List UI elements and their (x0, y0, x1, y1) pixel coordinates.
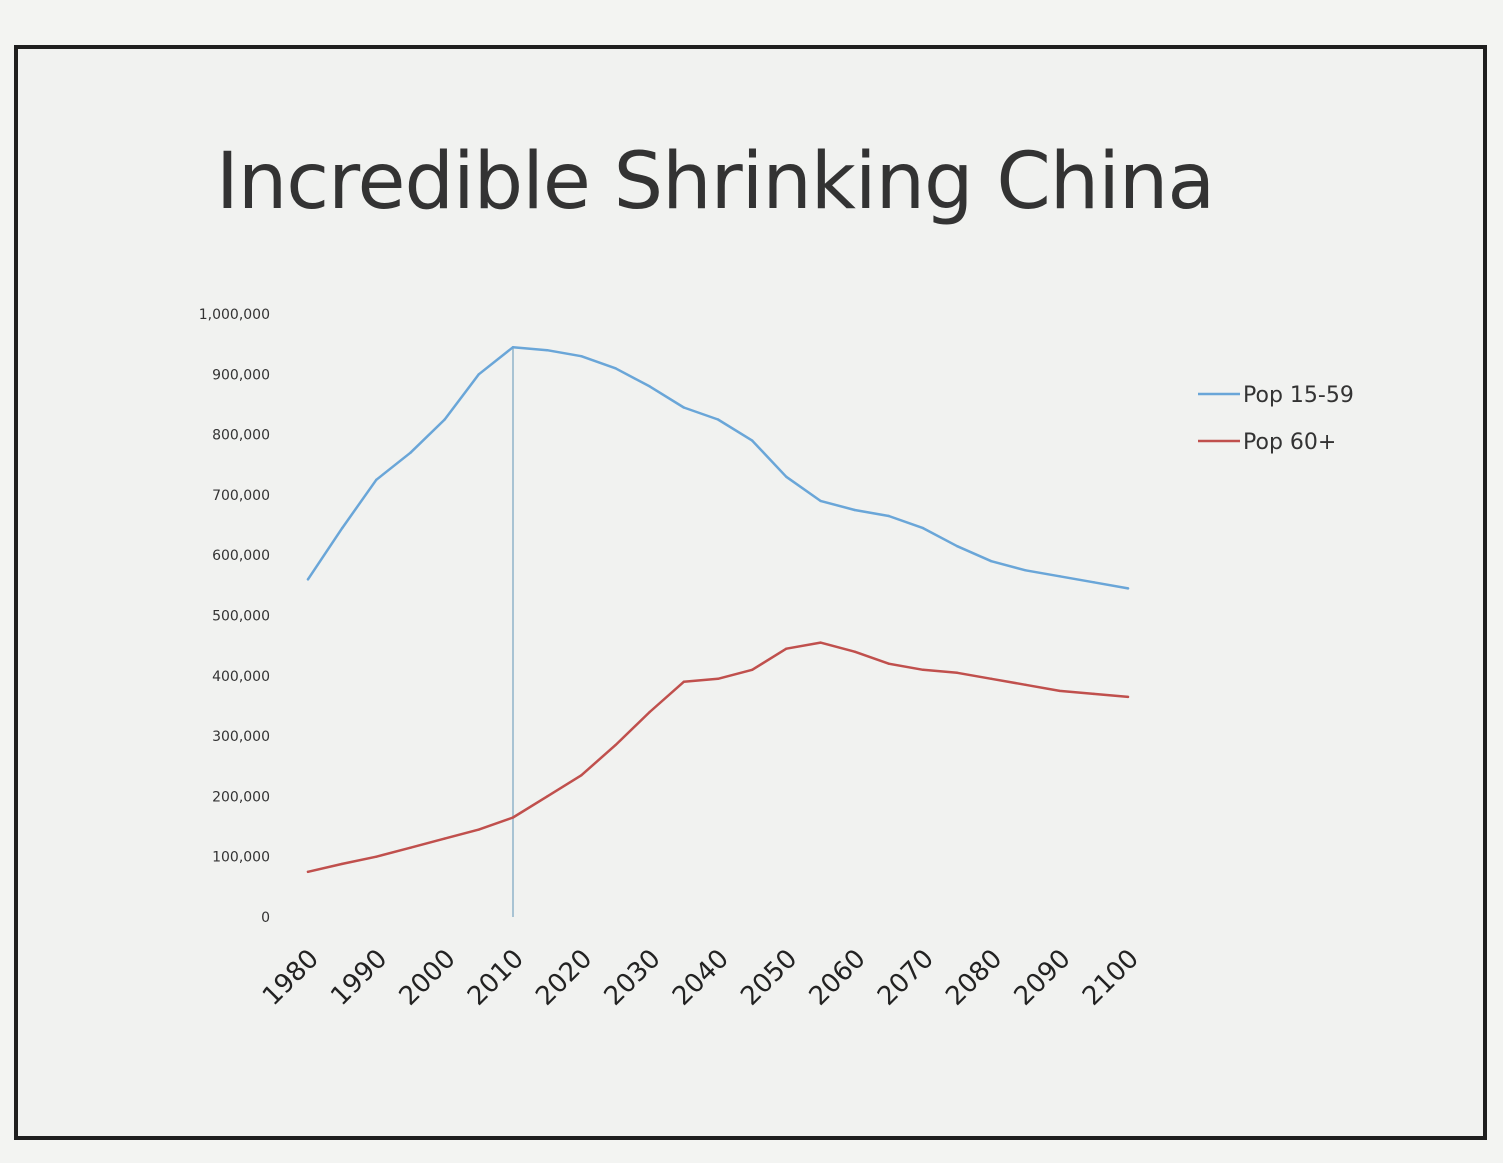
legend-label: Pop 60+ (1243, 430, 1336, 455)
data-point (341, 526, 344, 530)
data-point (921, 668, 925, 671)
data-point (716, 418, 720, 421)
data-point (306, 870, 310, 873)
y-tick-label: 500,000 (212, 609, 270, 625)
data-point (819, 641, 822, 644)
y-tick-label: 300,000 (212, 729, 270, 745)
x-tick-label: 2100 (1077, 944, 1145, 1012)
data-point (341, 862, 344, 866)
data-point (648, 385, 651, 388)
x-axis-ticks: 1980 1990 2000 2010 2020 2030 2040 2050 2060 2070… (257, 944, 1145, 1012)
data-point (956, 545, 959, 548)
data-point (682, 680, 685, 683)
data-point (921, 526, 925, 530)
data-point (990, 560, 993, 563)
series-line-pop-15-59 (306, 345, 1130, 590)
y-tick-label: 400,000 (212, 669, 270, 685)
data-point (1092, 692, 1096, 696)
legend: Pop 15-59 Pop 60+ (1198, 383, 1354, 455)
data-point (1058, 575, 1061, 578)
x-tick-label: 1990 (325, 944, 393, 1012)
x-tick-label: 2040 (667, 944, 735, 1012)
data-point (580, 774, 583, 777)
data-point (1126, 587, 1130, 590)
series-lines (306, 345, 1130, 874)
data-point (751, 668, 754, 671)
y-axis-ticks: 0 100,000 200,000 300,000 400,000 500,000 600,… (199, 307, 270, 926)
data-point (614, 367, 617, 370)
data-point (546, 349, 549, 352)
y-tick-label: 700,000 (212, 488, 270, 504)
x-tick-label: 2080 (940, 944, 1008, 1012)
data-point (990, 677, 993, 680)
data-point (375, 478, 378, 481)
data-point (1058, 689, 1061, 693)
legend-label: Pop 15-59 (1243, 383, 1354, 408)
data-point (648, 710, 651, 714)
chart-title: Incredible Shrinking China (215, 137, 1215, 227)
data-point (511, 346, 515, 349)
series-line-pop-60-plus (306, 641, 1130, 874)
y-tick-label: 100,000 (212, 850, 270, 866)
data-point (887, 514, 890, 518)
data-point (443, 418, 446, 421)
data-point (785, 475, 788, 478)
data-point (477, 373, 480, 376)
x-tick-label: 2070 (872, 944, 940, 1012)
data-point (409, 451, 412, 454)
data-point (443, 837, 446, 840)
data-point (511, 816, 515, 819)
data-point (751, 439, 754, 442)
y-tick-label: 0 (261, 910, 270, 926)
data-point (409, 846, 412, 849)
y-tick-label: 900,000 (212, 367, 270, 383)
data-point (1126, 695, 1130, 699)
data-point (580, 355, 583, 358)
data-point (716, 677, 720, 680)
data-point (546, 795, 549, 798)
x-tick-label: 2010 (462, 944, 530, 1012)
data-point (956, 671, 959, 674)
x-tick-label: 2000 (394, 944, 462, 1012)
data-point (477, 828, 480, 831)
data-point (785, 647, 788, 650)
data-point (853, 650, 856, 653)
data-point (614, 743, 617, 747)
data-point (1024, 569, 1027, 572)
x-tick-label: 2090 (1009, 944, 1077, 1012)
x-tick-label: 2060 (804, 944, 872, 1012)
data-point (853, 508, 856, 512)
data-point (306, 578, 310, 581)
data-point (887, 662, 890, 665)
slide-frame (14, 45, 1487, 1140)
data-point (1092, 581, 1096, 584)
data-point (1024, 683, 1027, 686)
data-point (375, 855, 378, 858)
data-point (682, 406, 685, 409)
data-point (819, 499, 822, 503)
x-tick-label: 2030 (599, 944, 667, 1012)
y-tick-label: 600,000 (212, 548, 270, 564)
x-tick-label: 2050 (735, 944, 803, 1012)
y-tick-label: 1,000,000 (199, 307, 270, 323)
x-tick-label: 2020 (530, 944, 598, 1012)
y-tick-label: 800,000 (212, 428, 270, 444)
y-tick-label: 200,000 (212, 789, 270, 805)
x-tick-label: 1980 (257, 944, 325, 1012)
